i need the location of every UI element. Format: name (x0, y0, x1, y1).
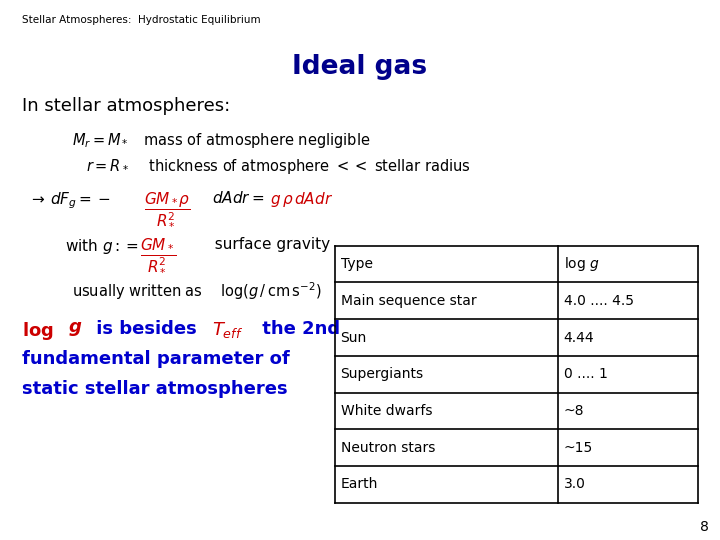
Text: ~15: ~15 (564, 441, 593, 455)
Text: is besides: is besides (90, 320, 203, 338)
Text: Supergiants: Supergiants (341, 367, 423, 381)
Text: $g\,\rho\,dAdr$: $g\,\rho\,dAdr$ (270, 190, 333, 209)
Text: 8: 8 (701, 519, 709, 534)
Text: Sun: Sun (341, 330, 366, 345)
Text: Type: Type (341, 257, 372, 271)
Text: Earth: Earth (341, 477, 378, 491)
Text: $M_r = M_*$   mass of atmosphere negligible: $M_r = M_*$ mass of atmosphere negligibl… (72, 131, 371, 150)
Text: $\mathbf{log\,}$: $\mathbf{log\,}$ (22, 320, 53, 342)
Text: 0 .... 1: 0 .... 1 (564, 367, 608, 381)
Text: ~8: ~8 (564, 404, 584, 418)
Text: Neutron stars: Neutron stars (341, 441, 435, 455)
Text: $r = R_*$    thickness of atmosphere $<<$ stellar radius: $r = R_*$ thickness of atmosphere $<<$ s… (86, 157, 471, 176)
Text: $\log\,g$: $\log\,g$ (564, 255, 600, 273)
Text: 3.0: 3.0 (564, 477, 585, 491)
Text: $\boldsymbol{T_{eff}}$: $\boldsymbol{T_{eff}}$ (212, 320, 243, 340)
Text: $\dfrac{GM_*\rho}{R_*^2}$: $\dfrac{GM_*\rho}{R_*^2}$ (144, 190, 191, 227)
Text: the 2nd: the 2nd (256, 320, 340, 338)
Text: static stellar atmospheres: static stellar atmospheres (22, 380, 287, 398)
Text: 4.0 .... 4.5: 4.0 .... 4.5 (564, 294, 634, 308)
Text: $dAdr =$: $dAdr =$ (212, 190, 264, 206)
Text: Main sequence star: Main sequence star (341, 294, 476, 308)
Text: White dwarfs: White dwarfs (341, 404, 432, 418)
Text: fundamental parameter of: fundamental parameter of (22, 350, 289, 368)
Text: Ideal gas: Ideal gas (292, 54, 428, 80)
Text: 4.44: 4.44 (564, 330, 595, 345)
Text: usually written as    $\log(g\,/\,\mathrm{cm\,s}^{-2})$: usually written as $\log(g\,/\,\mathrm{c… (72, 281, 322, 302)
Text: $\rightarrow\, dF_g = -$: $\rightarrow\, dF_g = -$ (29, 190, 111, 211)
FancyBboxPatch shape (335, 246, 698, 503)
Text: In stellar atmospheres:: In stellar atmospheres: (22, 97, 230, 115)
Text: $\boldsymbol{g}$: $\boldsymbol{g}$ (68, 320, 83, 338)
Text: surface gravity: surface gravity (205, 237, 330, 252)
Text: with $g :=$: with $g :=$ (65, 237, 139, 255)
Text: Stellar Atmospheres:  Hydrostatic Equilibrium: Stellar Atmospheres: Hydrostatic Equilib… (22, 15, 260, 25)
Text: $\dfrac{GM_*}{R_*^2}$: $\dfrac{GM_*}{R_*^2}$ (140, 237, 177, 273)
